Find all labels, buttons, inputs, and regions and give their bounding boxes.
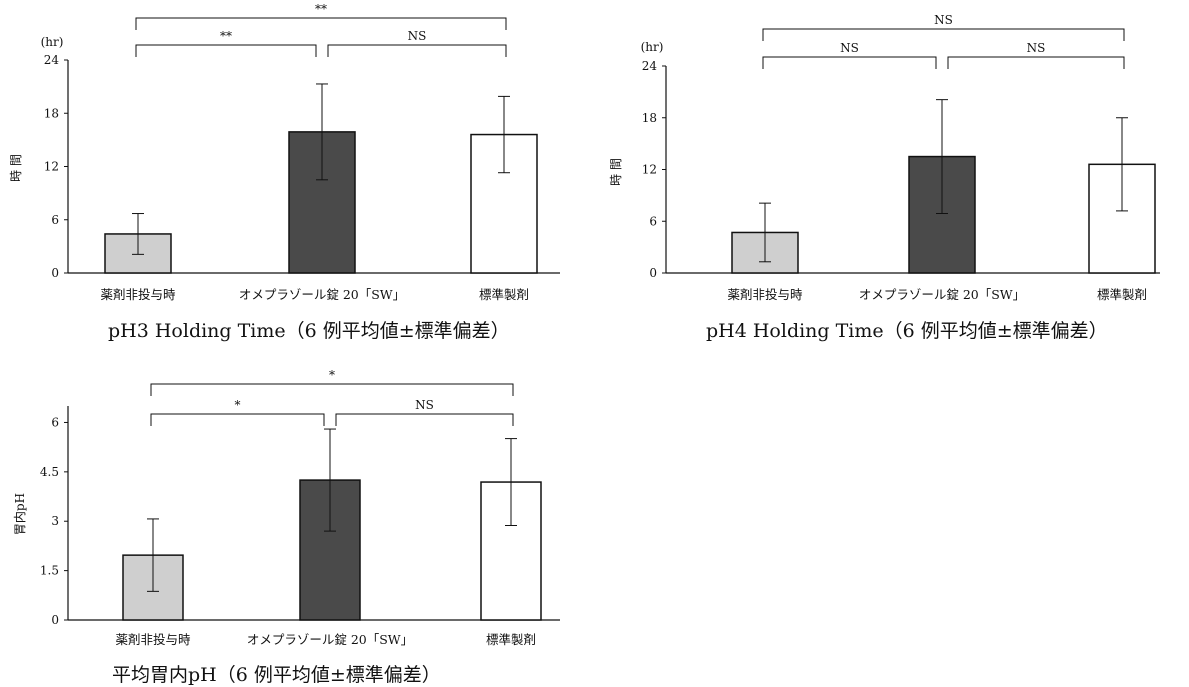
chart0-y-tick-label: 6: [51, 213, 59, 227]
chart2-significance-label-0-1: *: [235, 398, 241, 412]
chart1-category-label-1: オメプラゾール錠 20「SW」: [859, 287, 1025, 302]
chart2-category-label-0: 薬剤非投与時: [115, 632, 191, 647]
chart2-y-tick-label: 1.5: [40, 564, 59, 578]
chart0-significance-bracket-0-1: [135, 44, 317, 57]
chart0-y-unit-label: (hr): [41, 35, 64, 49]
ph4-chart-title: pH4 Holding Time（6 例平均値±標準偏差）: [706, 320, 1108, 342]
chart0-y-tick-label: 24: [44, 53, 60, 67]
chart1-significance-bracket-0-2: [762, 28, 1125, 41]
chart2-category-label-1: オメプラゾール錠 20「SW」: [247, 632, 413, 647]
chart0-y-tick-label: 12: [44, 160, 59, 174]
chart2-y-axis-label: 胃内pH: [13, 493, 27, 535]
chart0-category-label-2: 標準製剤: [479, 287, 529, 302]
chart2-y-tick-label: 4.5: [40, 465, 59, 479]
chart0-y-tick-label: 18: [44, 106, 59, 120]
chart1-category-label-2: 標準製剤: [1097, 287, 1147, 302]
chart2-significance-bracket-0-2: [150, 383, 514, 396]
mean-ph-chart-svg: 0 1.5 3 4.5 6 胃内pH 薬剤非投与時 オメプラゾール錠 20「SW」 標準製剤 * *…: [13, 368, 560, 647]
chart2-y-tick-label: 0: [51, 613, 59, 627]
chart2-significance-bracket-0-1: [150, 413, 325, 426]
ph3-chart-title: pH3 Holding Time（6 例平均値±標準偏差）: [108, 320, 510, 342]
chart1-y-tick-label: 24: [642, 59, 658, 73]
chart-ph3-holding-time: 0 6 12 18 24 (hr) 時 間薬剤非投与時 オメプラゾール錠 20「SW」 標準製剤…: [0, 0, 590, 302]
chart2-y-tick-label: 3: [51, 514, 59, 528]
chart1-significance-label-1-2: NS: [1027, 41, 1046, 55]
chart1-y-axis-label: 時 間: [609, 158, 623, 186]
chart2-significance-bracket-1-2: [335, 413, 514, 426]
chart2-category-label-2: 標準製剤: [486, 632, 536, 647]
chart1-y-tick-label: 6: [649, 214, 657, 228]
chart1-y-unit-label: (hr): [641, 40, 664, 54]
chart1-y-tick-label: 18: [642, 111, 657, 125]
chart2-significance-label-1-2: NS: [415, 398, 434, 412]
chart1-significance-bracket-1-2: [947, 56, 1125, 69]
chart1-y-tick-label: 12: [642, 163, 657, 177]
chart0-significance-bracket-0-2: [135, 17, 507, 30]
chart1-significance-label-0-2: NS: [934, 13, 953, 27]
chart0-significance-label-1-2: NS: [408, 29, 427, 43]
chart0-significance-label-0-2: **: [315, 2, 327, 16]
chart2-y-tick-label: 6: [51, 415, 59, 429]
chart0-y-tick-label: 0: [51, 266, 59, 280]
mean-ph-chart-title: 平均胃内pH（6 例平均値±標準偏差）: [112, 664, 441, 686]
chart2-significance-label-0-2: *: [329, 368, 335, 382]
chart-mean-gastric-ph: 0 1.5 3 4.5 6 胃内pH 薬剤非投与時 オメプラゾール錠 20「SW」 標準製剤 * *…: [0, 356, 590, 656]
chart1-category-label-0: 薬剤非投与時: [727, 287, 803, 302]
chart1-significance-bracket-0-1: [762, 56, 937, 69]
chart0-significance-label-0-1: **: [220, 29, 232, 43]
chart0-y-axis-label: 時 間: [9, 154, 23, 182]
chart1-y-tick-label: 0: [649, 266, 657, 280]
chart0-category-label-0: 薬剤非投与時: [100, 287, 176, 302]
chart0-significance-bracket-1-2: [327, 44, 507, 57]
chart0-category-label-1: オメプラゾール錠 20「SW」: [239, 287, 405, 302]
chart1-significance-label-0-1: NS: [840, 41, 859, 55]
chart-ph4-holding-time: 0 6 12 18 24 (hr) 時 間薬剤非投与時 オメプラゾール錠 20「SW」 標準製剤…: [600, 0, 1189, 302]
